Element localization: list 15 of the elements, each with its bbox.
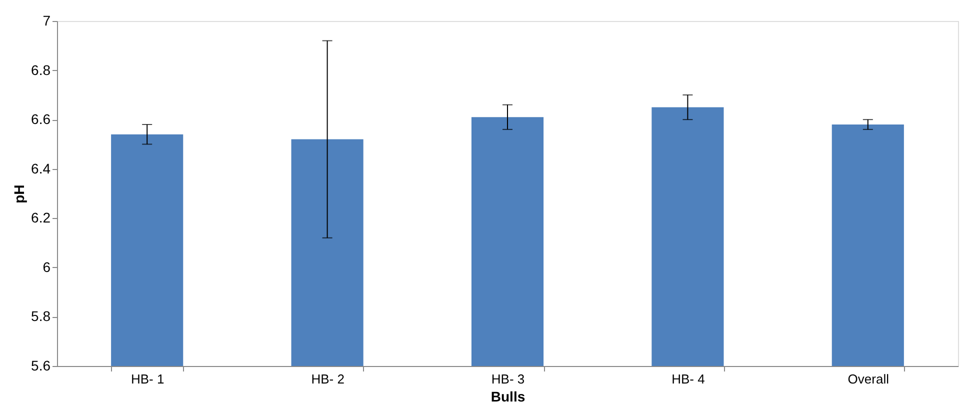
y-tick-label: 6.8 [31, 62, 51, 78]
y-tick-label: 5.6 [31, 358, 51, 374]
y-tick-label: 7 [42, 12, 51, 28]
y-tick-label: 6 [42, 258, 51, 275]
x-tick-label: Overall [848, 372, 890, 386]
x-tick-label: HB- 1 [130, 372, 164, 386]
y-tick-label: 5.8 [31, 308, 51, 324]
y-tick-label: 6.4 [31, 160, 51, 176]
y-axis-title: pH [11, 184, 28, 204]
x-axis-title: Bulls [490, 388, 526, 404]
x-tick-label: HB- 4 [672, 372, 705, 386]
y-tick-label: 6.2 [31, 210, 51, 226]
x-tick-label: HB- 2 [311, 372, 344, 386]
x-tick-label: HB- 3 [491, 372, 525, 386]
y-tick-label: 6.6 [31, 111, 51, 128]
